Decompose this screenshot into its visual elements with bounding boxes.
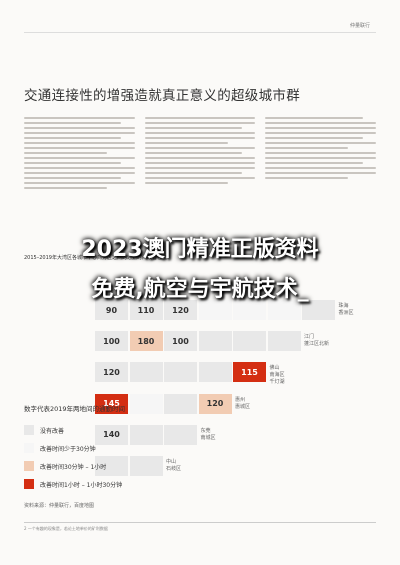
matrix-cell [129, 424, 163, 445]
matrix-cell: 100 [164, 331, 197, 352]
page-heading: 交通连接性的增强造就真正意义的超级城市群 [24, 88, 300, 104]
matrix-cell: 110 [129, 300, 163, 320]
overlay-banner: 2023澳门精准正版资料 免费,航空与宇航技术_ [0, 230, 400, 310]
matrix-row-label: 珠海 香洲区 [338, 303, 354, 316]
matrix-row-label: 惠州 惠城区 [235, 396, 251, 410]
text-column-2 [144, 117, 256, 252]
matrix-cell: 145 [95, 393, 128, 414]
matrix-cell: 120 [164, 300, 197, 320]
text-column-1 [24, 117, 135, 252]
matrix-cell: 140 [95, 424, 128, 445]
matrix-row-label: 佛山 南海区 千灯湖 [269, 365, 285, 386]
banner-line-2: 免费,航空与宇航技术_ [91, 277, 309, 302]
matrix-cell [198, 331, 232, 352]
legend-swatch [24, 479, 34, 489]
matrix-row-label: 江门 蓬江区北新 [304, 334, 330, 348]
matrix-cell: 90 [95, 300, 128, 320]
page-header-brand: 仲量联行 [349, 23, 370, 29]
matrix-cell: 120 [198, 393, 232, 414]
footnote: 2 一个有趣的现象是，若论土地单价的矿利数据 [24, 526, 108, 531]
matrix-row-label: 东莞 南城区 [200, 427, 216, 441]
matrix-row-label: 中山 石岐区 [166, 458, 182, 472]
legend-title: 数字代表2019年两地间的通勤时间 [24, 405, 126, 413]
text-column-3 [265, 117, 377, 252]
matrix-cell: 115 [233, 362, 266, 383]
matrix-cell [233, 300, 266, 320]
matrix-cell: 180 [129, 331, 163, 352]
legend-label: 改善时间1小时 – 1小时30分钟 [40, 481, 123, 489]
legend-label: 改善时间少于30分钟 [40, 445, 96, 453]
footer-divider [24, 522, 376, 523]
legend-label: 没有改善 [40, 427, 65, 435]
legend-label: 改善时间30分钟 – 1小时 [40, 463, 107, 471]
matrix-cell [198, 300, 232, 320]
matrix-cell [129, 455, 163, 476]
matrix-cell [164, 362, 197, 383]
header-divider [24, 32, 376, 33]
legend-item: 改善时间少于30分钟 [24, 439, 125, 457]
legend-swatch [24, 443, 34, 453]
legend-item: 改善时间1小时 – 1小时30分钟 [24, 475, 125, 493]
chart-title: 2015–2019年大湾区各城市中心商务区之间的通勤时间改善程度 [24, 255, 167, 261]
body-text-columns [24, 117, 377, 252]
matrix-cell: 120 [95, 362, 128, 383]
matrix-cell [164, 393, 197, 414]
matrix-cell [129, 362, 163, 383]
legend-swatch [24, 461, 34, 471]
matrix-cell [302, 300, 335, 320]
legend-swatch [24, 425, 34, 435]
matrix-cell [164, 424, 197, 445]
matrix-cell [267, 331, 301, 352]
matrix-cell [233, 331, 266, 352]
matrix-cell [267, 300, 301, 320]
matrix-cell: 100 [95, 331, 128, 352]
matrix-cell [95, 455, 128, 476]
matrix-cell [198, 362, 232, 383]
source-note: 资料来源：仲量联行，百度地图 [24, 503, 95, 509]
legend-item: 没有改善 [24, 421, 125, 439]
matrix-cell [129, 393, 163, 414]
legend: 数字代表2019年两地间的通勤时间 没有改善改善时间少于30分钟改善时间30分钟… [24, 403, 125, 493]
legend-item: 改善时间30分钟 – 1小时 [24, 457, 125, 475]
banner-line-1: 2023澳门精准正版资料 [81, 237, 319, 262]
